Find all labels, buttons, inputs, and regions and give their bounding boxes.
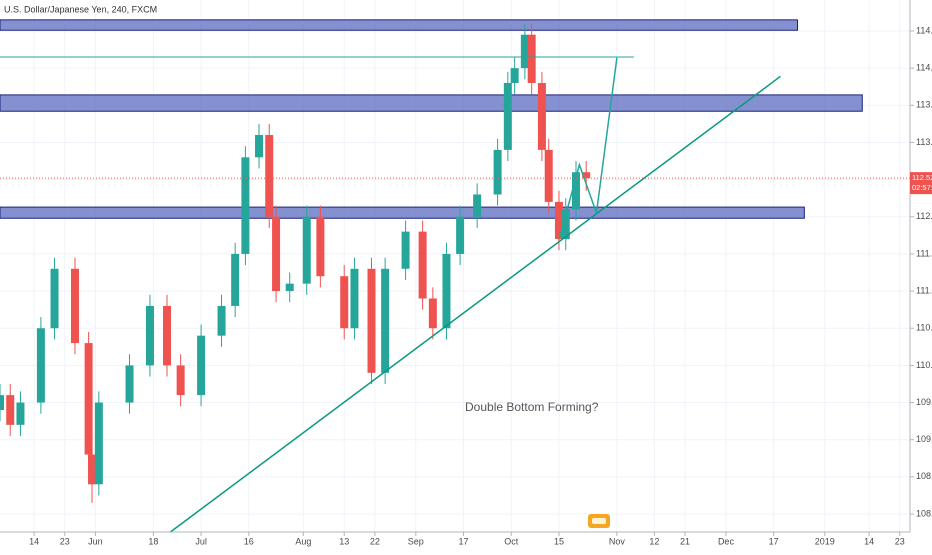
x-tick-label: 14 <box>864 536 874 546</box>
axes: 108.000 108.500 109.000 109.500 110.000 110.5… <box>29 25 932 546</box>
candle-body <box>0 395 4 410</box>
countdown-label: 02:57:07 <box>912 183 932 192</box>
candle-body <box>367 268 376 373</box>
logo-inner <box>592 518 606 524</box>
annotation: Double Bottom Forming? <box>465 400 599 414</box>
candle-body <box>176 365 185 396</box>
y-tick-label: 109.500 <box>916 397 932 407</box>
candle-body <box>503 83 512 150</box>
candle-body <box>428 298 437 329</box>
candle-body <box>231 253 240 306</box>
candle-body <box>50 268 59 329</box>
x-tick-label: Sep <box>408 536 424 546</box>
candle-body <box>145 305 154 366</box>
y-tick-label: 114.000 <box>916 63 932 73</box>
candle-body <box>473 194 482 217</box>
y-tick-label: 113.500 <box>916 100 932 110</box>
x-tick-label: 2019 <box>815 536 835 546</box>
x-tick-label: 21 <box>680 536 690 546</box>
candle-body <box>285 283 294 292</box>
x-tick-label: Jun <box>88 536 103 546</box>
candle-body <box>94 402 103 485</box>
x-tick-label: Nov <box>609 536 626 546</box>
x-tick-label: Jul <box>195 536 207 546</box>
candle-body <box>217 305 226 336</box>
x-tick-label: 22 <box>370 536 380 546</box>
candle-body <box>197 335 206 396</box>
y-tick-label: 113.000 <box>916 137 932 147</box>
candle-body <box>493 149 502 195</box>
candle-body <box>350 268 359 329</box>
y-tick-label: 108.500 <box>916 471 932 481</box>
y-tick-label: 109.000 <box>916 434 932 444</box>
candle-body <box>88 454 97 485</box>
candle-body <box>537 83 546 150</box>
drawings <box>0 56 910 533</box>
candle-body <box>36 328 45 403</box>
candle-body <box>520 34 529 69</box>
x-tick-label: 17 <box>459 536 469 546</box>
y-tick-label: 111.000 <box>916 285 932 295</box>
candle-body <box>401 231 410 269</box>
candle-body <box>316 216 325 277</box>
candle-body <box>255 135 264 158</box>
last-price-label: 112.520 <box>912 173 932 182</box>
trendline <box>169 75 781 533</box>
candle-body <box>272 216 281 292</box>
candles <box>0 23 591 503</box>
candle-body <box>84 343 93 455</box>
candle-body <box>561 209 570 240</box>
x-tick-label: 14 <box>29 536 39 546</box>
candle-body <box>510 68 519 84</box>
zone <box>0 206 805 219</box>
x-tick-label: Dec <box>718 536 735 546</box>
candle-body <box>6 395 15 425</box>
y-tick-label: 110.500 <box>916 323 932 333</box>
last-price-box <box>910 172 932 195</box>
candle-body <box>241 157 250 254</box>
x-tick-label: 23 <box>60 536 70 546</box>
x-tick-label: 18 <box>148 536 158 546</box>
x-tick-label: 16 <box>244 536 254 546</box>
candle-body <box>527 34 536 84</box>
x-tick-label: 17 <box>769 536 779 546</box>
candle-body <box>340 276 349 329</box>
x-tick-label: Oct <box>504 536 519 546</box>
zone <box>0 19 799 31</box>
y-tick-label: 111.500 <box>916 248 932 258</box>
candle-body <box>544 149 553 202</box>
zones <box>0 19 863 219</box>
y-tick-label: 114.500 <box>916 25 932 35</box>
zone <box>0 94 863 112</box>
candle-body <box>163 305 172 366</box>
x-tick-label: 23 <box>895 536 905 546</box>
candle-body <box>125 365 134 403</box>
y-tick-label: 108.000 <box>916 508 932 518</box>
x-tick-label: Aug <box>295 536 311 546</box>
candle-body <box>302 216 311 284</box>
candle-body <box>442 253 451 329</box>
candle-body <box>418 231 427 299</box>
candle-body <box>554 201 563 240</box>
candle-body <box>571 172 580 210</box>
x-tick-label: 13 <box>339 536 349 546</box>
y-tick-label: 112.000 <box>916 211 932 221</box>
x-tick-label: 15 <box>554 536 564 546</box>
chart-title: U.S. Dollar/Japanese Yen, 240, FXCM <box>4 4 157 14</box>
candle-body <box>456 216 465 254</box>
candle-body <box>70 268 79 344</box>
y-tick-label: 110.000 <box>916 360 932 370</box>
candle-body <box>582 172 591 179</box>
x-tick-label: 12 <box>649 536 659 546</box>
candle-body <box>16 402 25 425</box>
projection-path <box>558 57 618 241</box>
candle-body <box>265 135 274 217</box>
logo <box>588 514 610 528</box>
candle-body <box>381 268 390 373</box>
